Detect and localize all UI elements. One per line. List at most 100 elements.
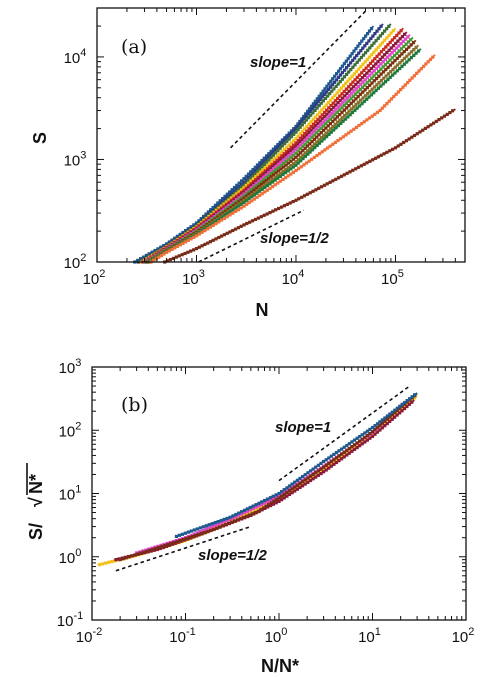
panel-b-series-5-point — [358, 435, 362, 439]
panel-a-series-5-point — [353, 78, 357, 82]
panel-b-series-5-point — [207, 523, 211, 527]
panel-a-series-10-point — [265, 181, 269, 185]
panel-a-series-7-point — [336, 105, 341, 109]
panel-a-series-8-point — [338, 108, 342, 112]
panel-a-series-9-point — [398, 54, 402, 58]
panel-a-series-3-point — [317, 104, 321, 108]
panel-a-series-1-point — [292, 127, 296, 131]
panel-a-series-13-point — [177, 254, 181, 258]
panel-a-series-7-point — [379, 62, 383, 66]
panel-b-series-2-point — [368, 436, 372, 440]
panel-a-series-8-point — [279, 163, 283, 168]
panel-b-series-4-point — [380, 421, 384, 425]
panel-a-series-5-point — [316, 117, 320, 122]
panel-b-series-1-point — [363, 438, 367, 442]
panel-b-series-5-point — [398, 404, 402, 408]
panel-a-series-12-point — [258, 193, 262, 198]
panel-a-series-12-point — [341, 135, 345, 139]
panel-b-series-5-point — [216, 520, 220, 524]
panel-b-series-4-point — [241, 515, 245, 520]
panel-b-label: (b) — [121, 394, 148, 416]
panel-b-series-2-line — [115, 399, 415, 561]
panel-b-series-5-point — [201, 525, 205, 529]
panel-a-series-6-point — [247, 186, 251, 190]
panel-a-series-11-point — [402, 62, 406, 66]
panel-a-series-1-point — [209, 208, 213, 212]
panel-a-series-5-point — [266, 167, 270, 171]
panel-a-series-13-point — [171, 256, 175, 260]
panel-a-series-12-point — [310, 157, 314, 161]
panel-a-series-3-point — [289, 135, 294, 139]
panel-a-series-1-point — [202, 214, 206, 218]
panel-a-series-5-point — [364, 66, 368, 70]
panel-a-series-1-point — [360, 39, 364, 43]
panel-a-series-12-point — [203, 229, 207, 233]
panel-a-series-4-point — [339, 86, 343, 90]
panel-a-series-6-point — [378, 57, 382, 61]
panel-a-series-2-point — [353, 56, 357, 60]
panel-a-series-11-point — [365, 97, 369, 101]
panel-a-series-8-point — [324, 122, 328, 126]
panel-a-series-1-point — [265, 154, 269, 158]
panel-a-series-4-point — [333, 93, 337, 97]
panel-a-series-7-point — [291, 150, 296, 154]
panel-b-series-5-point — [393, 408, 397, 412]
panel-a-series-9-point — [303, 146, 307, 150]
panel-a-series-13-point — [445, 112, 449, 116]
panel-a-series-13-point — [183, 251, 187, 256]
panel-a-series-12-point — [415, 71, 419, 75]
panel-b-x-tick-label: 10-1 — [169, 626, 195, 646]
panel-b-series-2-point — [269, 504, 273, 508]
panel-b-series-5-point — [334, 451, 339, 455]
panel-a-series-12-point — [228, 213, 232, 217]
panel-a-series-13-point — [206, 241, 210, 245]
panel-a-series-11-point — [294, 163, 298, 167]
panel-a-series-9-point — [393, 59, 397, 63]
panel-a-series-6-point — [332, 105, 336, 109]
panel-a-series-5-point — [242, 188, 246, 192]
panel-a-series-3-point — [366, 48, 370, 52]
panel-a-series-13-point — [302, 194, 307, 198]
panel-a-series-2-point — [235, 187, 239, 191]
panel-a-series-12-point — [365, 118, 369, 122]
panel-a-series-8-point — [301, 144, 305, 148]
panel-a-series-2-point — [349, 61, 353, 65]
panel-b-series-1-point — [350, 447, 354, 451]
panel-a-series-7-point — [383, 57, 387, 61]
panel-a-series-2-point — [318, 97, 322, 101]
panel-a-series-7-point — [296, 145, 300, 149]
panel-a-series-1-point — [262, 156, 266, 160]
panel-a-series-6-point — [263, 171, 267, 175]
panel-a-series-13-point — [391, 147, 395, 151]
panel-b-series-4-point — [272, 499, 276, 503]
panel-a-series-13-point — [194, 247, 199, 251]
panel-a-series-13-point — [374, 156, 378, 160]
panel-a-series-12-point — [380, 106, 384, 110]
panel-a-series-3-point — [271, 153, 275, 157]
panel-a-series-11-point — [252, 193, 256, 197]
panel-b-series-4-point — [365, 433, 369, 437]
panel-a-series-10-point — [252, 191, 256, 195]
panel-a-series-7-point — [374, 66, 379, 70]
panel-a-series-12-point — [419, 67, 423, 71]
panel-a-series-3-point — [345, 72, 349, 76]
panel-b-series-5-point — [383, 416, 387, 420]
panel-a-series-3-point — [370, 43, 374, 48]
panel-a-series-3-point — [307, 116, 311, 120]
panel-a-series-8-point — [390, 56, 394, 60]
panel-b-series-1-point — [295, 485, 299, 489]
panel-a-series-7-point — [286, 154, 291, 158]
panel-a-series-9-point — [349, 101, 353, 105]
panel-a-series-8-point — [312, 133, 316, 137]
panel-b-series-5-point — [390, 410, 394, 414]
panel-a-series-13-point — [410, 135, 414, 139]
panel-a-series-13-point — [217, 235, 221, 240]
panel-a-series-11-point — [278, 174, 282, 178]
panel-b-series-5-point — [257, 501, 261, 505]
panel-b-series-4-point — [327, 461, 331, 466]
panel-a-series-9-point — [249, 190, 253, 194]
panel-b-series-1-point — [314, 473, 318, 477]
panel-a-series-7-point — [339, 102, 343, 107]
panel-a-series-2-point — [221, 199, 225, 203]
